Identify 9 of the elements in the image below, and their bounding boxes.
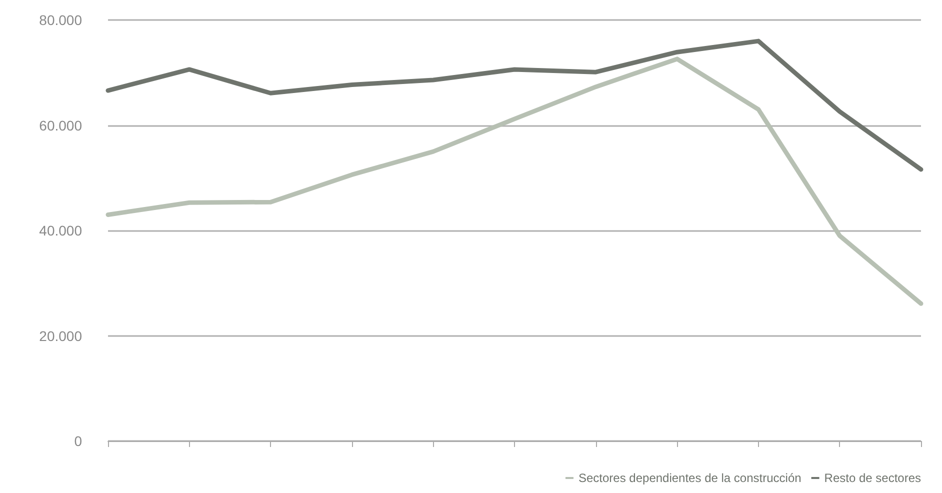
legend-label: Resto de sectores xyxy=(824,471,922,485)
y-tick-label: 0 xyxy=(74,433,82,449)
y-tick-label: 80.000 xyxy=(39,12,82,28)
line-series xyxy=(106,56,924,306)
y-tick-label: 40.000 xyxy=(39,222,82,238)
legend-label: Sectores dependientes de la construcción xyxy=(578,471,802,485)
line-series xyxy=(106,38,924,172)
y-tick-label: 20.000 xyxy=(39,328,82,344)
y-tick-label: 60.000 xyxy=(39,117,82,134)
